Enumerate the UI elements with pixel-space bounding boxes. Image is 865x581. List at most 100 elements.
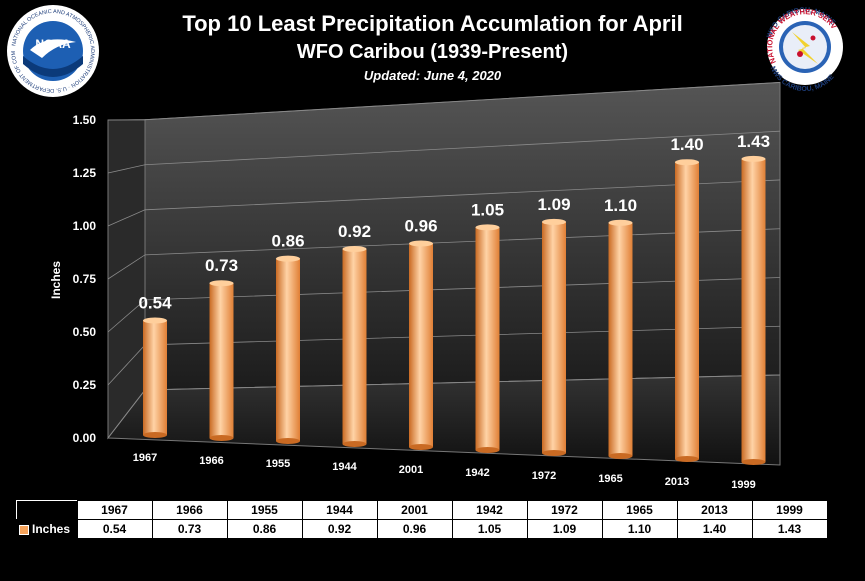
data-label: 1.10 [604, 196, 637, 215]
gridline [107, 277, 781, 333]
bar-top [542, 218, 566, 225]
data-label: 1.40 [670, 135, 703, 154]
y-tick-label: 0.00 [73, 431, 97, 445]
chart-area: 0.00 0.25 0.50 0.75 1.00 1.25 1.50 0.54 0.73 0.8… [49, 81, 781, 491]
gridline [107, 82, 781, 121]
data-table-header: 1944 [301, 500, 378, 520]
bar-top [608, 219, 633, 226]
data-table-value-row: Inches 0.54 0.73 0.86 0.92 0.96 1.05 1.0… [16, 519, 828, 539]
y-tick-label: 0.25 [73, 378, 97, 392]
y-tick-label: 1.25 [73, 166, 97, 180]
bar-top [209, 280, 234, 287]
data-label: 1.43 [737, 132, 770, 151]
side-wall [107, 119, 146, 440]
bar-base [209, 435, 234, 441]
bar-base [542, 450, 566, 456]
y-tick-label: 1.50 [73, 113, 97, 127]
data-table-header: 2013 [676, 500, 753, 520]
bar-1972: 1.09 [537, 195, 571, 456]
x-axis: 1967 1966 1955 1944 2001 1942 1972 1965 2013 1999 [133, 452, 756, 491]
data-table: 1967 1966 1955 1944 2001 1942 1972 1965 … [16, 500, 828, 539]
bar-body [209, 283, 234, 438]
bar-1942: 1.05 [471, 200, 504, 453]
updated-date: Updated: June 4, 2020 [363, 68, 502, 83]
data-table-cell: 1.40 [676, 519, 753, 539]
data-table-header: 1967 [76, 500, 153, 520]
bar-2013: 1.40 [670, 135, 704, 462]
data-table-row-label: Inches [16, 519, 78, 539]
data-table-header: 1972 [526, 500, 603, 520]
bar-base [409, 444, 433, 450]
x-tick-label: 1944 [332, 461, 357, 473]
data-label: 0.92 [338, 222, 371, 241]
bar-top [342, 245, 367, 252]
bar-body [675, 162, 699, 459]
data-table-cell: 1.43 [751, 519, 828, 539]
x-tick-label: 1999 [731, 479, 755, 491]
y-axis: 0.00 0.25 0.50 0.75 1.00 1.25 1.50 [73, 113, 97, 445]
chart-subtitle: WFO Caribou (1939-Present) [296, 41, 569, 63]
bar-1966: 0.73 [205, 256, 238, 441]
data-label: 0.86 [271, 232, 304, 251]
data-table-cell: 1.10 [601, 519, 678, 539]
x-tick-label: 1955 [266, 458, 290, 470]
nws-logo: WFO CARIBOU, MAINE NATIONAL WEATHER SERV… [750, 2, 843, 92]
bar-body [143, 320, 167, 435]
data-label: 0.96 [404, 216, 437, 235]
bar-base [475, 447, 500, 453]
bar-base [276, 438, 300, 444]
x-tick-label: 1965 [598, 473, 622, 485]
data-table-cell: 0.86 [226, 519, 303, 539]
data-table-cell: 1.09 [526, 519, 603, 539]
data-table-header: 1942 [451, 500, 528, 520]
bar-body [475, 227, 500, 450]
bars: 0.54 0.73 0.86 0.92 0.96 1.05 1.09 1.10 1.40 1.43 [138, 132, 770, 465]
bar-top [143, 317, 167, 324]
bar-body [542, 221, 566, 453]
bar-top [741, 155, 766, 162]
bar-top [675, 159, 699, 166]
x-tick-label: 2001 [399, 464, 423, 476]
bar-base [675, 456, 699, 462]
noaa-logo-text: NOAA [35, 37, 71, 51]
bar-2001: 0.96 [404, 216, 438, 450]
bar-body [741, 158, 766, 462]
x-tick-label: 1966 [199, 455, 223, 467]
bar-1967: 0.54 [138, 294, 172, 438]
bar-top [409, 240, 433, 247]
data-table-header: 1955 [226, 500, 303, 520]
bar-body [409, 243, 433, 447]
bar-body [608, 222, 633, 456]
bar-1944: 0.92 [338, 222, 371, 447]
x-tick-label: 1967 [133, 452, 157, 464]
data-table-header: 1966 [151, 500, 228, 520]
x-tick-label: 2013 [665, 476, 689, 488]
data-table-corner [16, 500, 77, 520]
bar-body [276, 258, 300, 441]
bar-base [143, 432, 167, 438]
gridline [107, 179, 781, 227]
bar-base [741, 459, 766, 465]
data-table-header: 1965 [601, 500, 678, 520]
data-table-header: 1999 [751, 500, 828, 520]
bar-1965: 1.10 [604, 196, 637, 459]
data-label: 0.73 [205, 256, 238, 275]
y-tick-label: 0.50 [73, 325, 97, 339]
data-label: 1.09 [537, 195, 570, 214]
data-table-cell: 1.05 [451, 519, 528, 539]
data-table-cell: 0.73 [151, 519, 228, 539]
data-label: 1.05 [471, 200, 504, 219]
data-table-header: 2001 [376, 500, 453, 520]
bar-body [342, 248, 367, 444]
x-tick-label: 1942 [465, 467, 489, 479]
bar-1955: 0.86 [271, 232, 305, 444]
x-tick-label: 1972 [532, 470, 556, 482]
data-table-cell: 0.92 [301, 519, 378, 539]
legend-swatch [19, 524, 29, 535]
bar-top [475, 224, 500, 231]
y-tick-label: 0.75 [73, 272, 97, 286]
data-label: 0.54 [138, 294, 172, 313]
bar-top [276, 255, 300, 262]
noaa-logo: NOAA NATIONAL OCEANIC AND ATMOSPHERIC AD… [6, 4, 99, 97]
gridline [107, 130, 781, 174]
